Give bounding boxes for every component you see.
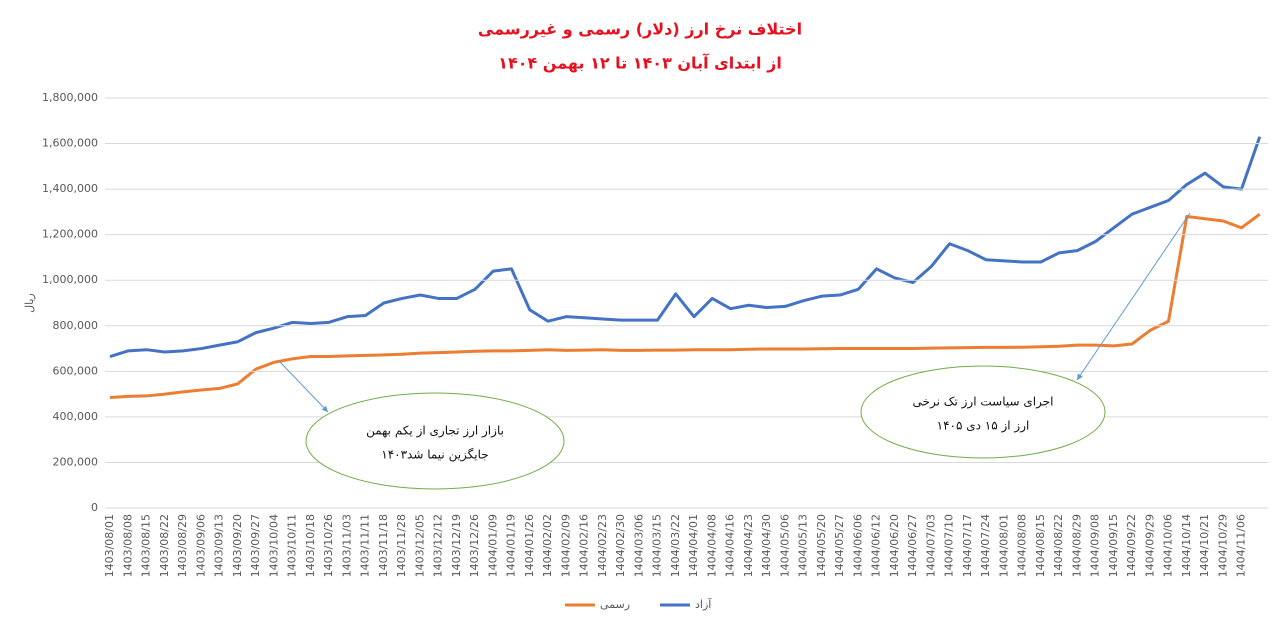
annotation: بازار ارز تجاری از یکم بهمن bbox=[366, 424, 504, 439]
x-tick-label: 1404/02/16 bbox=[578, 514, 591, 577]
x-tick-label: 1403/11/03 bbox=[340, 514, 353, 577]
x-tick-label: 1403/08/22 bbox=[158, 514, 171, 577]
y-tick-label: 1,200,000 bbox=[42, 228, 98, 241]
x-tick-label: 1403/12/12 bbox=[432, 514, 445, 577]
x-tick-label: 1404/09/08 bbox=[1089, 514, 1102, 577]
annotation-ellipse bbox=[305, 392, 565, 490]
x-tick-label: 1404/05/13 bbox=[797, 514, 810, 577]
y-tick-label: 800,000 bbox=[53, 319, 99, 332]
x-tick-label: 1404/10/29 bbox=[1216, 514, 1229, 577]
x-tick-label: 1403/11/28 bbox=[395, 514, 408, 577]
x-tick-label: 1403/10/26 bbox=[322, 514, 335, 577]
y-tick-label: 200,000 bbox=[53, 455, 99, 468]
x-tick-label: 1404/07/24 bbox=[979, 514, 992, 577]
x-tick-label: 1403/08/15 bbox=[140, 514, 153, 577]
x-tick-label: 1404/08/29 bbox=[1070, 514, 1083, 577]
x-tick-label: 1404/09/22 bbox=[1125, 514, 1138, 577]
annotation: اجرای سیاست ارز تک نرخی bbox=[913, 395, 1054, 410]
y-tick-label: 1,800,000 bbox=[42, 91, 98, 104]
x-tick-label: 1404/08/22 bbox=[1052, 514, 1065, 577]
legend-label: آزاد bbox=[695, 597, 712, 611]
x-tick-label: 1404/08/08 bbox=[1016, 514, 1029, 577]
x-tick-label: 1403/09/27 bbox=[249, 514, 262, 577]
annotation: ارز از ۱۵ دی ۱۴۰۵ bbox=[937, 419, 1030, 434]
x-tick-label: 1404/07/17 bbox=[961, 514, 974, 577]
x-tick-label: 1403/08/29 bbox=[176, 514, 189, 577]
x-tick-label: 1404/03/15 bbox=[651, 514, 664, 577]
x-tick-label: 1404/01/26 bbox=[523, 514, 536, 577]
x-tick-label: 1403/12/26 bbox=[468, 514, 481, 577]
x-tick-label: 1404/01/19 bbox=[505, 514, 518, 577]
line-series bbox=[109, 136, 1262, 358]
x-tick-label: 1404/04/08 bbox=[705, 514, 718, 577]
x-tick-label: 1404/06/06 bbox=[851, 514, 864, 577]
x-tick-label: 1403/09/20 bbox=[231, 514, 244, 577]
annotation-ellipse bbox=[860, 365, 1106, 459]
x-tick-label: 1404/02/09 bbox=[559, 514, 572, 577]
x-tick-label: 1404/09/29 bbox=[1143, 514, 1156, 577]
x-tick-label: 1404/08/15 bbox=[1034, 514, 1047, 577]
x-tick-label: 1403/12/05 bbox=[413, 514, 426, 577]
arrow bbox=[279, 361, 329, 413]
x-tick-label: 1404/04/01 bbox=[687, 514, 700, 577]
x-tick-label: 1403/12/19 bbox=[450, 514, 463, 577]
x-tick-label: 1403/08/01 bbox=[103, 514, 116, 577]
x-tick-label: 1404/01/09 bbox=[486, 514, 499, 577]
x-tick-label: 1403/09/06 bbox=[194, 514, 207, 577]
x-tick-label: 1403/10/11 bbox=[286, 514, 299, 577]
x-tick-label: 1404/10/21 bbox=[1198, 514, 1211, 577]
y-tick-label: 400,000 bbox=[53, 410, 99, 423]
x-tick-label: 1404/04/23 bbox=[742, 514, 755, 577]
y-tick-label: 1,400,000 bbox=[42, 182, 98, 195]
x-tick-label: 1404/05/06 bbox=[778, 514, 791, 577]
x-tick-label: 1404/05/20 bbox=[815, 514, 828, 577]
x-tick-label: 1404/02/23 bbox=[596, 514, 609, 577]
x-tick-label: 1404/07/10 bbox=[943, 514, 956, 577]
x-tick-label: 1404/03/22 bbox=[669, 514, 682, 577]
y-tick-label: 1,000,000 bbox=[42, 273, 98, 286]
x-tick-label: 1404/05/27 bbox=[833, 514, 846, 577]
x-tick-label: 1404/10/14 bbox=[1180, 514, 1193, 577]
x-tick-label: 1404/11/06 bbox=[1235, 514, 1248, 577]
x-tick-label: 1404/03/06 bbox=[632, 514, 645, 577]
y-tick-label: 0 bbox=[91, 501, 98, 514]
x-tick-label: 1403/11/11 bbox=[359, 514, 372, 577]
y-tick-label: 1,600,000 bbox=[42, 137, 98, 150]
annotation: ۱۴۰۳جایگزین نیما شد bbox=[381, 448, 488, 463]
x-tick-label: 1403/10/18 bbox=[304, 514, 317, 577]
x-tick-label: 1404/09/15 bbox=[1107, 514, 1120, 577]
y-axis-label: ریال bbox=[23, 293, 36, 313]
chart-title: اختلاف نرخ ارز (دلار) رسمی و غیررسمی bbox=[478, 20, 802, 39]
legend-label: رسمی bbox=[600, 598, 630, 611]
x-tick-label: 1404/07/03 bbox=[924, 514, 937, 577]
x-tick-label: 1404/06/12 bbox=[870, 514, 883, 577]
x-tick-label: 1403/10/04 bbox=[267, 514, 280, 577]
line-series bbox=[109, 212, 1261, 400]
x-tick-label: 1404/04/16 bbox=[724, 514, 737, 577]
x-tick-label: 1404/02/02 bbox=[541, 514, 554, 577]
x-tick-label: 1404/06/27 bbox=[906, 514, 919, 577]
arrow bbox=[1076, 212, 1191, 381]
y-tick-label: 600,000 bbox=[53, 364, 99, 377]
x-tick-label: 1403/11/18 bbox=[377, 514, 390, 577]
x-tick-label: 1404/02/30 bbox=[614, 514, 627, 577]
x-tick-label: 1404/10/06 bbox=[1162, 514, 1175, 577]
x-tick-label: 1404/08/01 bbox=[997, 514, 1010, 577]
x-tick-label: 1403/09/13 bbox=[213, 514, 226, 577]
x-tick-label: 1404/06/20 bbox=[888, 514, 901, 577]
chart-subtitle: از ابتدای آبان ۱۴۰۳ تا ۱۲ بهمن ۱۴۰۴ bbox=[498, 53, 782, 73]
x-tick-label: 1403/08/08 bbox=[121, 514, 134, 577]
x-tick-label: 1404/04/30 bbox=[760, 514, 773, 577]
